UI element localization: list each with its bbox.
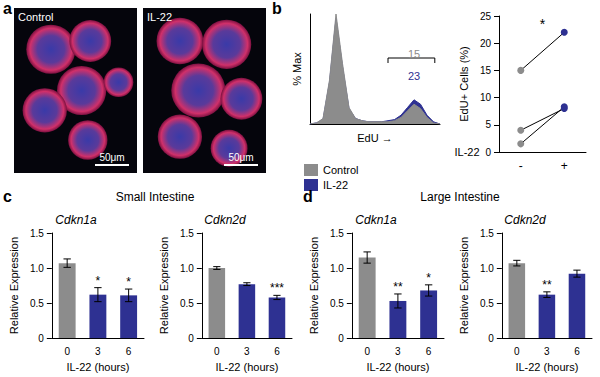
svg-text:Cdkn1a: Cdkn1a — [55, 213, 97, 227]
svg-text:10: 10 — [480, 92, 492, 103]
svg-text:1.0: 1.0 — [330, 263, 344, 274]
svg-text:% Max: % Max — [291, 52, 303, 86]
svg-text:0.5: 0.5 — [480, 298, 494, 309]
svg-text:5: 5 — [485, 119, 491, 130]
svg-text:3: 3 — [95, 346, 101, 357]
svg-text:IL-22 (hours): IL-22 (hours) — [215, 361, 278, 373]
svg-text:Relative Expression: Relative Expression — [8, 237, 20, 334]
svg-text:Control: Control — [18, 11, 53, 23]
svg-text:1.5: 1.5 — [480, 228, 494, 239]
html-text:d: d — [303, 188, 313, 205]
svg-text:IL-22: IL-22 — [147, 11, 172, 23]
svg-text:0: 0 — [64, 346, 70, 357]
svg-text:3: 3 — [395, 346, 401, 357]
svg-text:20: 20 — [480, 38, 492, 49]
svg-text:Cdkn1a: Cdkn1a — [355, 213, 397, 227]
svg-text:0: 0 — [485, 147, 491, 158]
svg-text:1.5: 1.5 — [30, 228, 44, 239]
html-text:b: b — [272, 0, 282, 17]
svg-text:6: 6 — [126, 346, 132, 357]
svg-text:0.5: 0.5 — [180, 298, 194, 309]
svg-text:0: 0 — [38, 333, 44, 344]
svg-text:15: 15 — [480, 65, 492, 76]
svg-text:0: 0 — [188, 333, 194, 344]
svg-text:IL-22: IL-22 — [323, 179, 348, 191]
svg-text:Relative Expression: Relative Expression — [308, 237, 320, 334]
svg-text:Relative Expression: Relative Expression — [158, 237, 170, 334]
svg-text:3: 3 — [244, 346, 250, 357]
svg-text:1.0: 1.0 — [30, 263, 44, 274]
html-text:Large Intestine: Large Intestine — [420, 190, 500, 204]
svg-text:**: ** — [393, 280, 403, 294]
svg-text:IL-22 (hours): IL-22 (hours) — [515, 361, 578, 373]
svg-text:*: * — [96, 274, 101, 288]
svg-text:***: *** — [270, 281, 284, 295]
svg-text:**: ** — [542, 278, 552, 292]
svg-text:3: 3 — [544, 346, 550, 357]
svg-text:6: 6 — [274, 346, 280, 357]
svg-text:0: 0 — [214, 346, 220, 357]
svg-text:Cdkn2d: Cdkn2d — [204, 213, 246, 227]
html-text:a: a — [3, 0, 12, 17]
svg-text:-: - — [519, 159, 523, 173]
svg-text:1.5: 1.5 — [180, 228, 194, 239]
svg-text:0: 0 — [514, 346, 520, 357]
svg-text:23: 23 — [408, 70, 420, 82]
svg-text:IL-22: IL-22 — [454, 146, 479, 158]
svg-text:6: 6 — [574, 346, 580, 357]
svg-text:0.5: 0.5 — [30, 298, 44, 309]
svg-text:Relative Expression: Relative Expression — [458, 237, 470, 334]
html-text:c: c — [3, 188, 12, 205]
svg-text:EdU+ Cells (%): EdU+ Cells (%) — [458, 46, 470, 122]
svg-text:EdU →: EdU → — [357, 132, 392, 144]
svg-text:*: * — [426, 271, 431, 285]
svg-text:*: * — [126, 275, 131, 289]
svg-text:+: + — [561, 159, 568, 173]
svg-text:50μm: 50μm — [99, 152, 124, 163]
svg-text:50μm: 50μm — [228, 152, 253, 163]
svg-text:25: 25 — [480, 11, 492, 22]
html-text:Small Intestine: Small Intestine — [115, 190, 195, 204]
svg-text:0: 0 — [338, 333, 344, 344]
svg-text:IL-22 (hours): IL-22 (hours) — [66, 361, 129, 373]
svg-text:1.5: 1.5 — [330, 228, 344, 239]
svg-text:0: 0 — [364, 346, 370, 357]
svg-text:15: 15 — [408, 48, 420, 60]
svg-text:IL-22 (hours): IL-22 (hours) — [366, 361, 429, 373]
svg-text:0: 0 — [488, 333, 494, 344]
svg-text:6: 6 — [426, 346, 432, 357]
svg-text:Control: Control — [323, 164, 358, 176]
svg-text:0.5: 0.5 — [330, 298, 344, 309]
svg-text:Cdkn2d: Cdkn2d — [504, 213, 546, 227]
svg-text:1.0: 1.0 — [480, 263, 494, 274]
svg-text:1.0: 1.0 — [180, 263, 194, 274]
svg-text:*: * — [540, 16, 546, 32]
